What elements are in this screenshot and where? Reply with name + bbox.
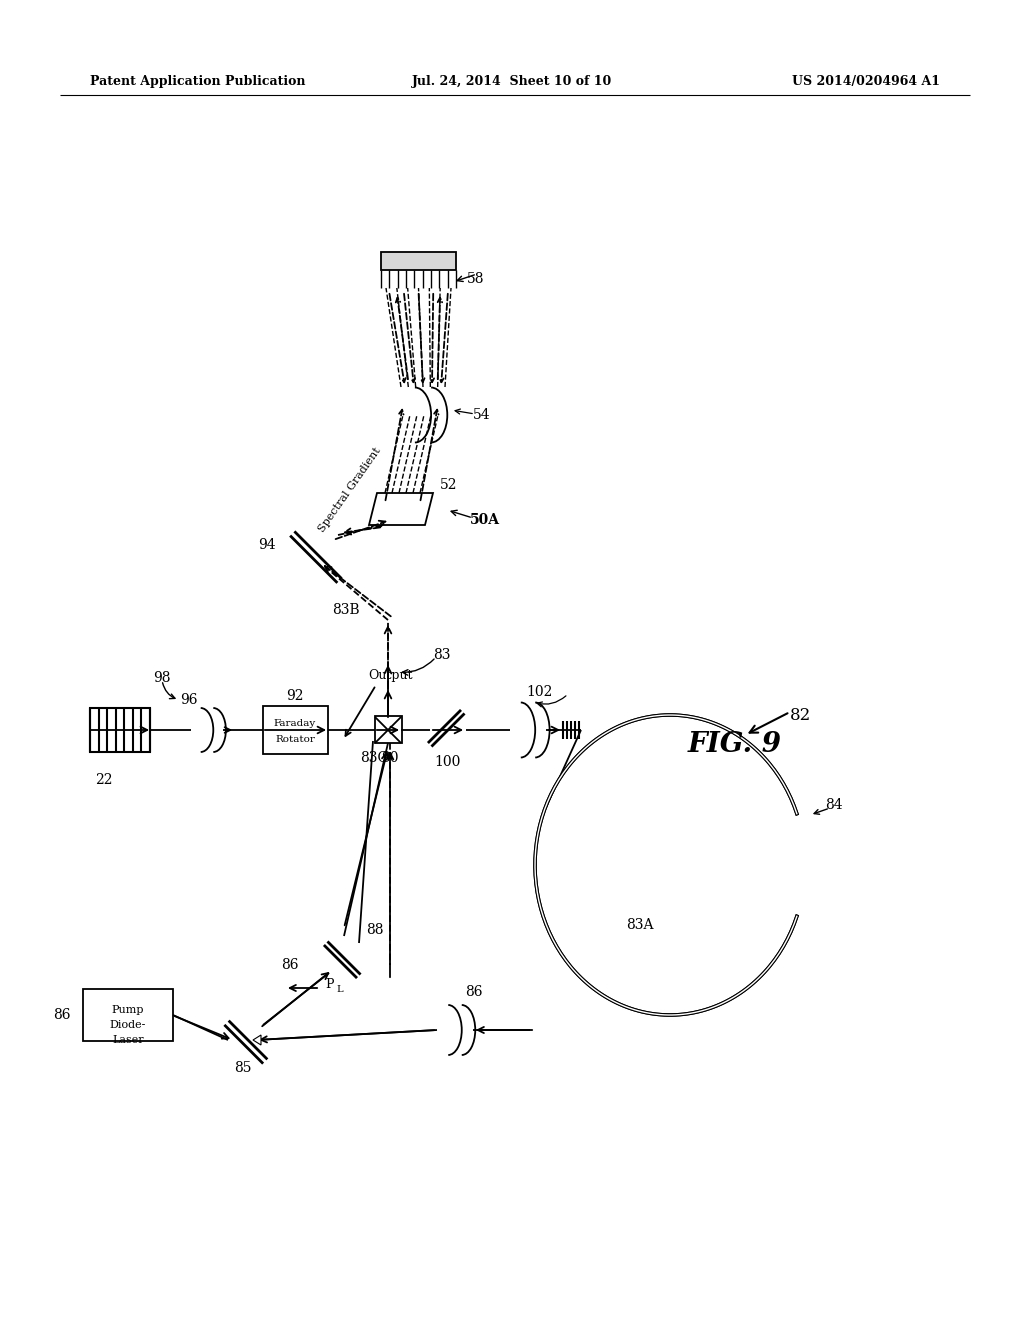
Text: 86: 86	[282, 958, 299, 972]
Text: 50A: 50A	[470, 513, 500, 527]
Text: 83: 83	[433, 648, 451, 663]
Polygon shape	[253, 1035, 261, 1045]
Bar	[83, 989, 173, 1041]
Bar	[263, 706, 328, 754]
Text: Spectral Gradient: Spectral Gradient	[317, 446, 383, 535]
Text: 22: 22	[95, 774, 113, 787]
Text: P: P	[326, 978, 334, 991]
Text: 100: 100	[435, 755, 461, 770]
Text: Pump: Pump	[112, 1005, 144, 1015]
Text: Laser: Laser	[113, 1035, 143, 1045]
Text: 98: 98	[154, 671, 171, 685]
Text: 83B: 83B	[333, 603, 360, 616]
Text: Rotator: Rotator	[275, 734, 315, 743]
Bar	[375, 715, 402, 743]
Bar	[381, 252, 456, 271]
Text: 52: 52	[440, 478, 458, 492]
Text: 83C: 83C	[360, 751, 388, 766]
Text: 58: 58	[467, 272, 484, 286]
Text: 86: 86	[465, 985, 482, 999]
Text: 54: 54	[473, 408, 490, 422]
Text: Jul. 24, 2014  Sheet 10 of 10: Jul. 24, 2014 Sheet 10 of 10	[412, 75, 612, 88]
Text: 92: 92	[287, 689, 304, 704]
Text: 88: 88	[366, 923, 384, 937]
Text: L: L	[337, 986, 343, 994]
Bar	[90, 708, 150, 752]
Text: Output: Output	[368, 668, 413, 681]
Text: 90: 90	[381, 751, 398, 766]
Text: 102: 102	[526, 685, 553, 700]
Text: 83A: 83A	[627, 917, 653, 932]
Text: 82: 82	[790, 706, 811, 723]
Text: FIG. 9: FIG. 9	[688, 731, 782, 759]
Text: Faraday: Faraday	[273, 719, 316, 729]
Text: 86: 86	[53, 1008, 71, 1022]
Text: Patent Application Publication: Patent Application Publication	[90, 75, 305, 88]
Text: 96: 96	[180, 693, 198, 708]
Text: 84: 84	[825, 799, 843, 812]
Text: 85: 85	[234, 1061, 252, 1074]
Text: 94: 94	[258, 539, 276, 552]
Text: US 2014/0204964 A1: US 2014/0204964 A1	[792, 75, 940, 88]
Text: Diode-: Diode-	[110, 1020, 146, 1030]
